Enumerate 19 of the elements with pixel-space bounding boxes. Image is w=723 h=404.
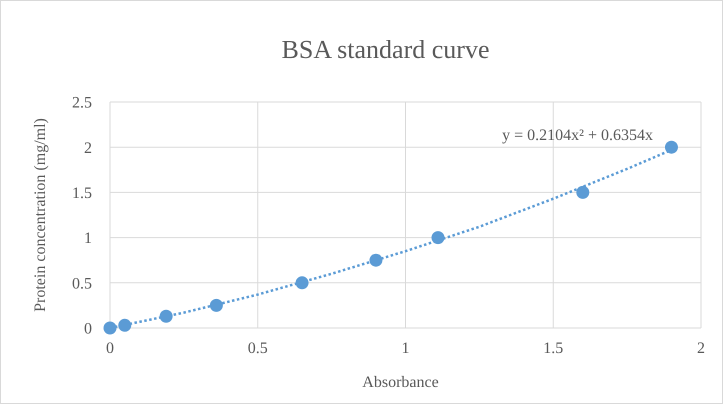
y-tick-label: 2.5 xyxy=(72,94,92,112)
point xyxy=(210,298,223,312)
annotation: y = 0.2104x² + 0.6354x xyxy=(502,127,653,144)
point xyxy=(576,186,590,199)
x-axis-title: Absorbance xyxy=(362,374,439,391)
y-tick-label: 0 xyxy=(84,320,92,338)
point xyxy=(664,140,678,154)
y-tick-label: 1 xyxy=(84,230,92,248)
point xyxy=(104,322,116,334)
x-tick-label: 1.5 xyxy=(543,340,564,357)
y-tick-label: 0.5 xyxy=(72,275,92,292)
y-axis-title: Protein concentration (mg/ml) xyxy=(32,118,49,312)
x-tick-label: 1 xyxy=(402,340,410,357)
y-tick-label: 2 xyxy=(84,140,92,157)
x-tick-label: 2 xyxy=(697,340,705,357)
y-tick-label: 1.5 xyxy=(72,185,92,202)
x-tick-label: 0.5 xyxy=(248,340,268,357)
chart-title: BSA standard curve xyxy=(282,35,490,64)
x-tick-label: 0 xyxy=(106,340,114,357)
